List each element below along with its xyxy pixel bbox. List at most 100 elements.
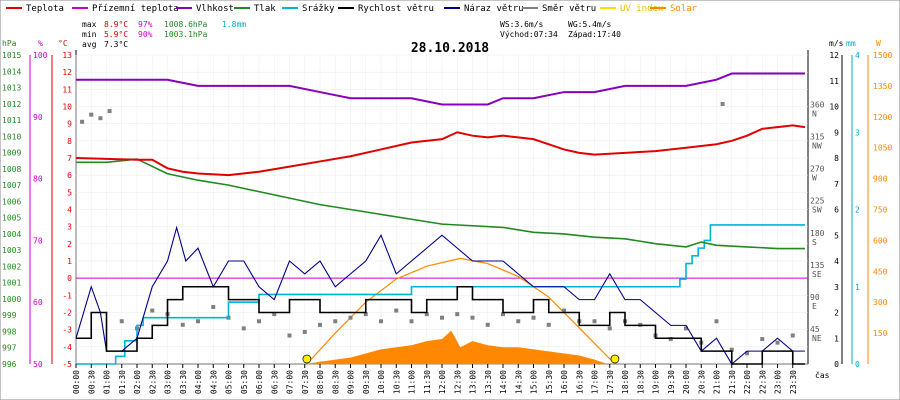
hpa-tick-label: 1004 <box>2 230 21 239</box>
percent-tick-label: 70 <box>33 236 43 245</box>
winddir-point <box>348 315 353 320</box>
winddir-point <box>729 347 734 352</box>
winddir-point <box>241 326 246 331</box>
winddir-point <box>455 312 460 317</box>
x-tick-label: 23:30 <box>789 370 798 394</box>
stat-min-temp: 5.9°C <box>104 30 128 39</box>
winddir-point <box>180 322 185 327</box>
winddir-point <box>379 319 383 324</box>
solar-tick-label: 1500 <box>873 51 892 60</box>
x-tick-label: 01:30 <box>118 370 127 394</box>
x-tick-label: 19:30 <box>667 370 676 394</box>
winddir-tick-dir: NE <box>812 334 822 343</box>
sunrise-marker <box>302 354 312 364</box>
hpa-tick-label: 1014 <box>2 67 21 76</box>
celsius-tick-label: 1 <box>67 257 72 266</box>
celsius-tick-label: 3 <box>67 223 72 232</box>
winddir-point <box>790 333 795 338</box>
x-tick-label: 09:30 <box>362 370 371 394</box>
stat-rain: 1.8mm <box>222 20 246 29</box>
hpa-tick-label: 1011 <box>2 116 21 125</box>
legend-label-pressure: Tlak <box>254 4 276 14</box>
winddir-point <box>607 326 612 331</box>
winddir-point <box>546 322 551 327</box>
winddir-tick-dir: SE <box>812 270 822 279</box>
stat-max-label: max <box>82 20 97 29</box>
winddir-point <box>409 319 414 324</box>
percent-tick-label: 60 <box>33 298 43 307</box>
ms-tick-label: 3 <box>834 283 839 292</box>
ms-tick-label: 4 <box>834 257 839 266</box>
winddir-point <box>516 319 521 324</box>
stat-min-hum: 90% <box>138 30 153 39</box>
x-tick-label: 01:00 <box>103 370 112 394</box>
hpa-tick-label: 1001 <box>2 279 21 288</box>
x-axis-ticks: 00:00 00:30 01:00 01:30 02:00 02:30 03:00 03:30… <box>72 364 798 394</box>
hpa-tick-label: 998 <box>2 327 17 336</box>
winddir-point <box>394 308 399 313</box>
winddir-point <box>440 315 444 320</box>
x-tick-label: 20:00 <box>682 370 691 394</box>
solar-tick-label: 450 <box>873 267 888 276</box>
winddir-point <box>760 337 765 342</box>
winddir-point <box>333 319 338 324</box>
winddir-point <box>107 109 112 114</box>
winddir-point <box>562 308 566 313</box>
solar-axis-unit: W <box>876 39 881 48</box>
celsius-tick-label: -1 <box>62 291 72 300</box>
x-tick-label: 05:30 <box>240 370 249 394</box>
percent-tick-label: 50 <box>33 360 43 369</box>
winddir-point <box>80 119 85 124</box>
series-temperature <box>75 124 806 177</box>
celsius-tick-label: 2 <box>67 240 72 249</box>
winddir-point <box>668 337 673 342</box>
x-tick-label: 06:00 <box>255 370 264 394</box>
celsius-tick-label: 12 <box>62 68 72 77</box>
x-tick-label: 08:00 <box>316 370 325 394</box>
x-tick-label: 21:30 <box>728 370 737 394</box>
winddir-tick-dir: S <box>812 238 817 247</box>
mm-tick-label: 4 <box>855 51 860 60</box>
winddir-point <box>531 315 536 320</box>
x-tick-label: 03:00 <box>164 370 173 394</box>
x-axis-label: čas <box>815 370 830 380</box>
x-tick-label: 12:30 <box>453 370 462 394</box>
celsius-tick-label: 13 <box>62 51 72 60</box>
hpa-tick-label: 1005 <box>2 214 21 223</box>
ms-tick-label: 12 <box>829 51 839 60</box>
legend-label-rain: Srážky <box>302 4 335 14</box>
winddir-tick-dir: NW <box>812 142 822 151</box>
series-pressure <box>76 158 805 250</box>
x-tick-label: 09:00 <box>347 370 356 394</box>
winddir-tick-value: 315 <box>810 133 825 142</box>
x-tick-label: 03:30 <box>179 370 188 394</box>
x-tick-label: 12:00 <box>438 370 447 394</box>
celsius-tick-label: 6 <box>67 171 72 180</box>
legend-label-feels_like: Přízemní teplota <box>92 4 179 14</box>
series-wind-gust <box>75 225 805 365</box>
x-tick-label: 19:00 <box>652 370 661 394</box>
celsius-tick-label: -3 <box>62 326 72 335</box>
winddir-point <box>98 116 103 121</box>
winddir-tick-dir: N <box>812 110 817 119</box>
stat-max-temp: 8.9°C <box>104 20 128 29</box>
winddir-point <box>775 340 780 345</box>
hpa-tick-label: 1012 <box>2 100 21 109</box>
hpa-tick-label: 1006 <box>2 197 21 206</box>
x-tick-label: 04:00 <box>194 370 203 394</box>
ms-tick-label: 2 <box>834 309 839 318</box>
x-tick-label: 16:30 <box>575 370 584 394</box>
hpa-tick-label: 1002 <box>2 262 21 271</box>
stat-avg-temp: 7.3°C <box>104 40 128 49</box>
solar-tick-label: 750 <box>873 206 888 215</box>
legend: Teplota Přízemní teplota Vlhkost Tlak Srážky… <box>6 4 698 14</box>
stat-ws: WS:3.6m/s <box>500 20 544 29</box>
mm-axis-unit: mm <box>846 39 856 48</box>
x-tick-label: 07:00 <box>286 370 295 394</box>
celsius-tick-label: -5 <box>62 360 72 369</box>
celsius-tick-label: 4 <box>67 206 72 215</box>
percent-tick-label: 100 <box>33 51 48 60</box>
legend-label-temperature: Teplota <box>26 4 64 14</box>
percent-tick-label: 90 <box>33 113 43 122</box>
celsius-tick-label: 0 <box>67 274 72 283</box>
